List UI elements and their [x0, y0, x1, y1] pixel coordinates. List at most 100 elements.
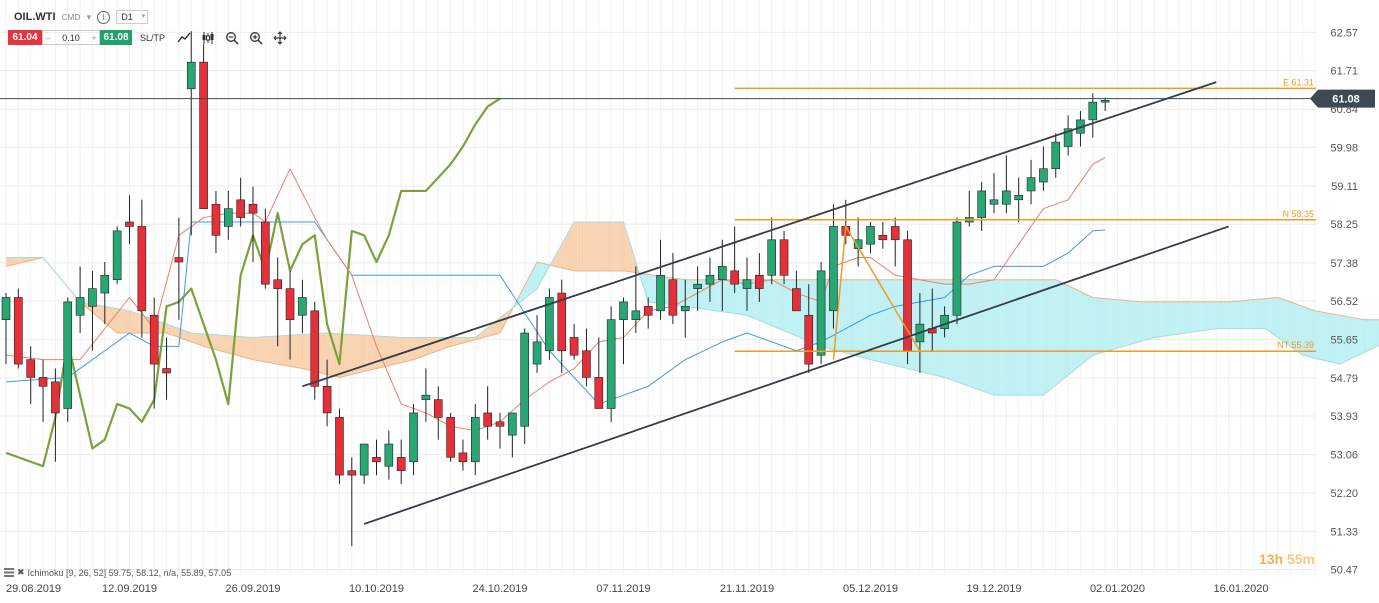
- cloud-segment: [435, 337, 439, 352]
- candle-down: [285, 288, 295, 320]
- cloud-segment: [595, 222, 599, 271]
- cloud-segment: [530, 267, 534, 294]
- cloud-segment: [1105, 298, 1109, 352]
- cloud-segment: [228, 335, 232, 354]
- candle-up: [1026, 177, 1036, 192]
- sltp-button[interactable]: SL/TP: [140, 32, 166, 43]
- cloud-segment: [141, 315, 145, 334]
- chevron-down-icon[interactable]: ▾: [86, 11, 92, 22]
- cloud-segment: [1290, 301, 1294, 349]
- crosshair-move-icon[interactable]: [273, 30, 287, 45]
- info-circle-icon[interactable]: i: [97, 10, 111, 24]
- cloud-segment: [1210, 301, 1214, 330]
- cloud-segment: [750, 279, 754, 318]
- candle-up: [606, 319, 616, 409]
- senkou-span-b-line: [6, 221, 1379, 396]
- volume-input[interactable]: 0.10: [62, 32, 80, 43]
- volume-stepper[interactable]: – 0.10 +: [42, 30, 100, 45]
- increase-volume-button[interactable]: +: [91, 32, 97, 43]
- cloud-segment: [1163, 301, 1167, 337]
- cloud-segment: [864, 279, 868, 359]
- cloud-segment: [379, 336, 383, 368]
- candle-up: [680, 306, 690, 312]
- cloud-segment: [348, 334, 352, 376]
- target-price-label: E 61.31: [1283, 77, 1314, 87]
- cloud-segment: [969, 279, 973, 388]
- candle-up: [508, 412, 517, 436]
- timeframe-select[interactable]: D1 ▾: [116, 10, 149, 24]
- cloud-segment: [845, 279, 849, 354]
- cloud-segment: [123, 309, 127, 334]
- cloud-segment: [1376, 319, 1379, 347]
- cloud-segment: [422, 337, 426, 357]
- buy-button[interactable]: 61.08: [100, 30, 132, 45]
- candle-up: [705, 274, 715, 285]
- candle-down: [26, 359, 36, 378]
- cloud-segment: [944, 279, 948, 379]
- cloud-segment: [1123, 300, 1127, 347]
- drawn-objects[interactable]: E 61.31 N 58.35 NT 55.39: [0, 77, 1316, 525]
- indicator-settings-icon[interactable]: [4, 568, 14, 577]
- cloud-segment: [1142, 301, 1146, 342]
- price-axis[interactable]: 62.5761.7160.8459.9859.1158.2557.3856.52…: [1310, 27, 1375, 577]
- cloud-segment: [867, 279, 871, 360]
- symbol-name[interactable]: OIL.WTI: [14, 11, 56, 23]
- cloud-segment: [126, 310, 130, 334]
- sell-button[interactable]: 61.04: [8, 30, 42, 45]
- cloud-segment: [651, 274, 655, 303]
- target-price-label: NT 55.39: [1277, 340, 1314, 350]
- candlesticks: [1, 31, 1110, 547]
- candle-up: [298, 297, 307, 316]
- cloud-segment: [1027, 279, 1032, 396]
- cloud-segment: [215, 334, 220, 351]
- cloud-segment: [1315, 310, 1319, 359]
- candle-down: [569, 337, 579, 356]
- candle-up: [989, 199, 999, 205]
- candle-up: [1100, 100, 1110, 103]
- candle-up: [693, 283, 702, 289]
- cloud-segment: [1049, 279, 1053, 391]
- channel-lower-line: [363, 225, 1229, 525]
- indicator-legend[interactable]: ✖ Ichimoku [9, 26, 52] 59.75, 58.12, n/a…: [4, 567, 231, 578]
- candle-down: [643, 306, 653, 316]
- cloud-segment: [401, 337, 405, 363]
- cloud-segment: [1129, 300, 1133, 345]
- candle-down: [14, 297, 23, 365]
- cloud-segment: [777, 279, 781, 330]
- cloud-segment: [1074, 288, 1078, 371]
- cloud-segment: [1160, 301, 1164, 337]
- cloud-segment: [181, 329, 186, 340]
- cloud-segment: [1203, 301, 1208, 331]
- ichimoku-cloud: [5, 221, 1379, 396]
- time-axis[interactable]: 29.08.2019 12.09.2019 26.09.2019 10.10.2019…: [6, 583, 1269, 595]
- candle-down: [273, 279, 283, 289]
- candle-up: [1051, 141, 1061, 170]
- cloud-segment: [1327, 313, 1331, 362]
- cloud-segment: [370, 335, 374, 371]
- line-chart-icon[interactable]: [177, 31, 191, 45]
- cloud-segment: [537, 261, 541, 289]
- cloud-segment: [1006, 279, 1010, 396]
- cloud-segment: [1173, 301, 1177, 335]
- candlestick-icon[interactable]: [201, 31, 215, 45]
- candle-down: [174, 257, 184, 263]
- cloud-segment: [632, 251, 636, 273]
- cloud-segment: [1083, 293, 1087, 363]
- close-icon[interactable]: ✖: [17, 567, 25, 577]
- cloud-segment: [212, 334, 216, 350]
- cloud-segment: [1071, 287, 1075, 373]
- cloud-segment: [1299, 305, 1303, 356]
- cloud-segment: [990, 279, 994, 396]
- price-tick-label: 53.06: [1330, 450, 1358, 462]
- candle-up: [470, 417, 480, 463]
- cloud-segment: [342, 333, 346, 377]
- cloud-segment: [567, 227, 572, 271]
- candle-down: [458, 452, 468, 463]
- zoom-in-icon[interactable]: [249, 31, 263, 45]
- cloud-segment: [345, 334, 349, 376]
- zoom-out-icon[interactable]: [225, 31, 239, 45]
- cloud-segment: [737, 279, 741, 315]
- cloud-segment: [95, 304, 99, 318]
- decrease-volume-button[interactable]: –: [45, 32, 51, 43]
